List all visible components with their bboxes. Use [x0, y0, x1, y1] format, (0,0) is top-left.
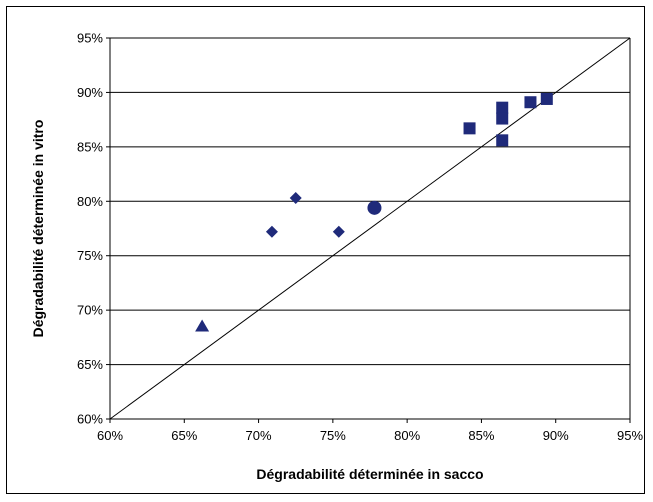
y-tick-labels: 60% 65% 70% 75% 80% 85% 90% 95% [77, 31, 103, 427]
y-tick-label: 75% [77, 248, 103, 263]
diamond-point [332, 225, 345, 238]
y-tick-label: 60% [77, 412, 103, 427]
x-tick-label: 60% [97, 428, 123, 443]
triangle-point [195, 319, 210, 332]
x-tick-label: 65% [171, 428, 197, 443]
x-tick-labels: 60% 65% 70% 75% 80% 85% 90% 95% [97, 428, 643, 443]
diamond-point [289, 192, 302, 205]
x-tick-label: 70% [246, 428, 272, 443]
y-tick-label: 80% [77, 194, 103, 209]
y-tick-label: 95% [77, 31, 103, 46]
x-tick-label: 90% [543, 428, 569, 443]
data-points [195, 92, 553, 332]
square-point [524, 96, 537, 109]
square-point [463, 122, 476, 135]
scatter-chart: 60% 65% 70% 75% 80% 85% 90% 95% 60% 65% 70% 75% 80%… [30, 31, 643, 483]
y-tick-label: 65% [77, 357, 103, 372]
square-point [496, 134, 509, 147]
y-tick-label: 85% [77, 139, 103, 154]
diamond-point [265, 225, 278, 238]
x-axis-title: Dégradabilité déterminée in sacco [256, 466, 483, 482]
x-tick-label: 85% [468, 428, 494, 443]
circle-point [367, 200, 382, 215]
square-point [496, 101, 509, 114]
gridlines [110, 37, 630, 366]
y-tick-label: 70% [77, 303, 103, 318]
x-tick-label: 95% [617, 428, 643, 443]
y-axis-title: Dégradabilité déterminée in vitro [30, 120, 46, 338]
chart-frame: 60% 65% 70% 75% 80% 85% 90% 95% 60% 65% 70% 75% 80%… [6, 6, 645, 494]
x-tick-label: 80% [394, 428, 420, 443]
square-point [540, 92, 553, 105]
y-tick-label: 90% [77, 85, 103, 100]
axes [106, 37, 631, 423]
x-tick-label: 75% [320, 428, 346, 443]
square-point [496, 112, 509, 125]
